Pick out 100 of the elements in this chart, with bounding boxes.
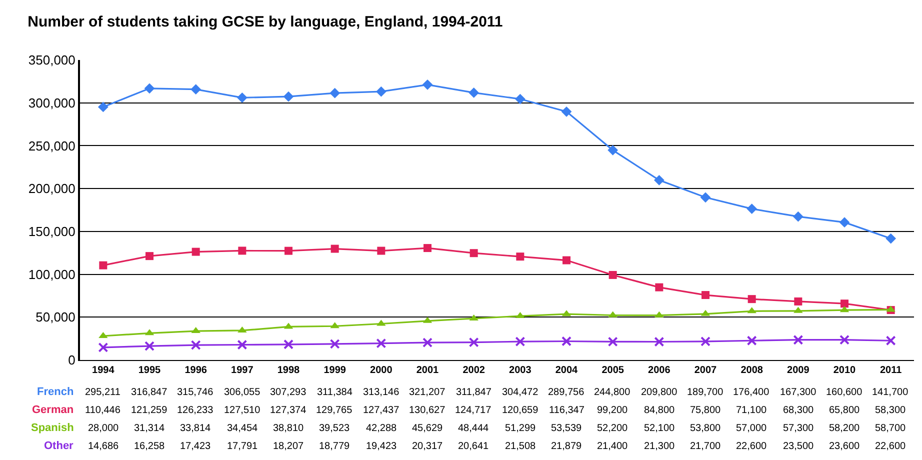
data-label: 289,756 <box>548 387 585 398</box>
data-label: 52,200 <box>597 423 628 434</box>
point <box>283 91 294 102</box>
data-label: 34,454 <box>227 423 258 434</box>
data-label: 84,800 <box>644 405 676 416</box>
data-label: 71,100 <box>736 405 768 416</box>
point <box>516 252 524 261</box>
y-tick-label: 200,000 <box>28 181 76 196</box>
data-label: 18,779 <box>319 441 350 452</box>
point <box>98 102 108 112</box>
data-label: 306,055 <box>224 387 261 398</box>
data-label: 52,100 <box>644 423 676 434</box>
y-tick-label: 150,000 <box>28 224 76 239</box>
point <box>468 88 480 98</box>
x-tick-label: 1998 <box>277 365 300 376</box>
point <box>424 244 432 252</box>
data-label: 316,847 <box>131 387 168 398</box>
text: Other <box>44 440 74 452</box>
data-label: 99,200 <box>597 405 628 416</box>
point <box>515 336 526 347</box>
data-label: 17,423 <box>180 441 212 452</box>
data-label: 31,314 <box>134 423 166 434</box>
data-label: 321,207 <box>409 387 446 398</box>
point <box>702 291 710 300</box>
data-label: 127,374 <box>270 405 307 416</box>
data-label: 304,472 <box>502 387 539 398</box>
x-tick-label: 2006 <box>648 365 671 376</box>
data-label: 58,300 <box>875 405 906 416</box>
x-tick-label: 2001 <box>416 365 440 376</box>
x-tick-label: 2002 <box>462 365 486 376</box>
data-label: 39,523 <box>319 423 350 434</box>
x-tick-label: 2011 <box>880 365 902 376</box>
data-label: 307,293 <box>270 387 307 398</box>
point <box>236 92 248 103</box>
data-label: 68,300 <box>783 405 814 416</box>
y-tick-label: 300,000 <box>28 95 76 110</box>
data-label: 33,814 <box>180 423 212 434</box>
point <box>840 300 848 308</box>
data-label: 16,258 <box>134 441 166 452</box>
data-label: 295,211 <box>85 387 121 398</box>
chart-title: Number of students taking GCSE by language, England, 1994-2011 <box>28 14 503 31</box>
point <box>190 84 202 95</box>
x-tick-label: 2003 <box>509 365 532 376</box>
point <box>655 283 664 292</box>
x-tick-label: 1999 <box>324 365 346 376</box>
data-label: 53,800 <box>690 423 722 434</box>
point <box>377 246 386 255</box>
data-label: 189,700 <box>687 387 724 398</box>
point <box>514 94 526 104</box>
data-label: 42,288 <box>366 423 398 434</box>
point <box>376 338 386 348</box>
point <box>608 336 618 347</box>
data-label: 20,641 <box>458 441 490 452</box>
point <box>793 334 804 345</box>
point <box>700 336 710 346</box>
point <box>654 174 664 186</box>
y-tick-label: 0 <box>68 352 76 368</box>
x-tick-label: 1994 <box>92 365 115 376</box>
data-label: 17,791 <box>227 441 258 452</box>
data-label: 21,700 <box>690 441 722 452</box>
data-label: 21,879 <box>551 441 582 452</box>
data-label: 121,259 <box>131 405 168 416</box>
data-label: 130,627 <box>409 405 446 416</box>
data-label: 51,299 <box>505 423 536 434</box>
point <box>237 340 248 350</box>
point <box>562 256 570 264</box>
data-label: 57,300 <box>783 423 814 434</box>
point <box>792 211 804 222</box>
data-label: 53,539 <box>551 423 582 434</box>
x-tick-label: 1997 <box>231 365 254 376</box>
point <box>330 88 340 98</box>
data-label: 209,800 <box>641 387 678 398</box>
point <box>422 338 432 348</box>
x-tick-label: 1996 <box>184 365 208 376</box>
data-label: 23,500 <box>783 441 814 452</box>
data-label: 21,300 <box>644 441 676 452</box>
x-tick-label: 2007 <box>694 365 718 376</box>
data-label: 65,800 <box>829 405 860 416</box>
data-label: 311,847 <box>456 387 492 398</box>
data-label: 58,700 <box>875 423 906 434</box>
point <box>562 336 572 346</box>
data-label: 22,600 <box>875 441 906 452</box>
data-label: 21,508 <box>505 441 536 452</box>
point <box>468 337 479 348</box>
data-label: 311,384 <box>317 387 353 398</box>
point <box>422 79 433 90</box>
data-label: 28,000 <box>88 423 120 434</box>
data-label: 129,765 <box>316 405 353 416</box>
data-label: 57,000 <box>736 423 768 434</box>
point <box>839 217 850 228</box>
point <box>608 144 618 156</box>
data-label: 22,600 <box>736 441 768 452</box>
data-label: 23,600 <box>829 441 860 452</box>
data-label: 48,444 <box>458 423 490 434</box>
x-tick-label: 2005 <box>602 365 624 376</box>
point <box>99 261 108 270</box>
data-label: 127,437 <box>363 405 400 416</box>
point <box>284 246 292 255</box>
data-label: 18,207 <box>273 441 304 452</box>
data-label: 19,423 <box>366 441 398 452</box>
